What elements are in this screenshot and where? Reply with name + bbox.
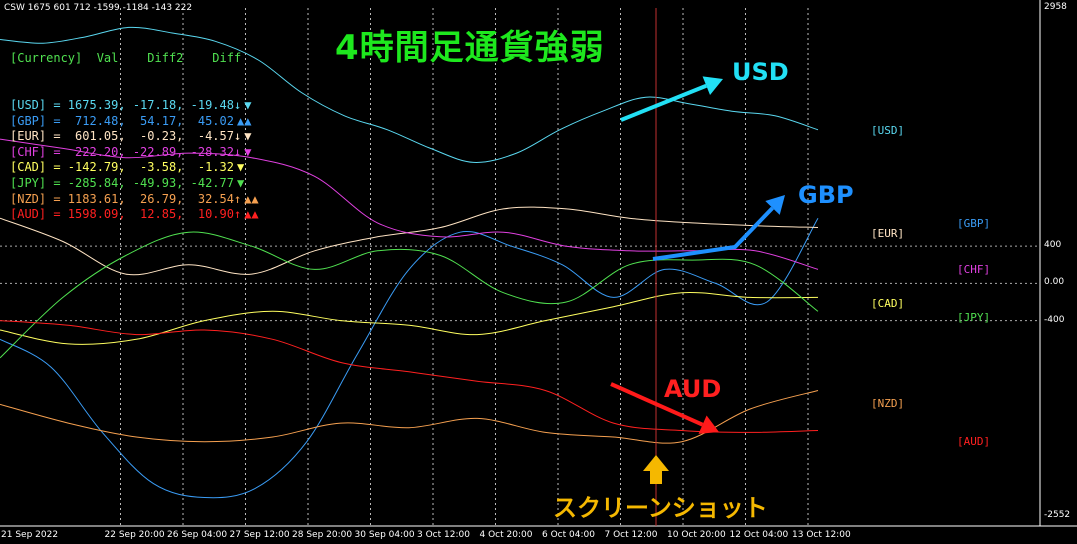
x-tick-label: 27 Sep 12:00 <box>229 530 290 540</box>
x-tick-label: 4 Oct 20:00 <box>479 530 533 540</box>
series-end-label: [GBP] <box>957 217 991 230</box>
overlays <box>610 8 785 526</box>
series-line-aud <box>0 320 819 433</box>
series-line-jpy <box>0 231 819 359</box>
panel-row: [EUR] = 601.05, -0.23, -4.57↓ ▼ <box>10 129 259 145</box>
panel-rows: [USD] = 1675.39, -17.18, -19.48↓ ▼ [GBP] =… <box>10 98 259 223</box>
y-tick-label: 400 <box>1044 240 1062 251</box>
x-tick-label: 7 Oct 12:00 <box>604 530 658 540</box>
series-end-label: [USD] <box>871 124 905 137</box>
screenshot-arrow-icon <box>643 455 669 484</box>
x-tick-label: 22 Sep 20:00 <box>104 530 165 540</box>
panel-row-text: [USD] = 1675.39, -17.18, -19.48↓ <box>10 97 242 112</box>
panel-row-text: [CAD] = -142.79, -3.58, -1.32 <box>10 160 234 175</box>
panel-row-text: [GBP] = 712.48, 54.17, 45.02 <box>10 113 234 128</box>
annotation-aud: AUD <box>664 375 722 403</box>
series-line-eur <box>0 206 819 276</box>
series-end-label: [CAD] <box>871 297 905 310</box>
x-tick-label: 3 Oct 12:00 <box>417 530 470 540</box>
panel-row: [NZD] = 1183.61, 26.79, 32.54↑ ▲▲ <box>10 192 259 208</box>
aud-arrow <box>610 382 719 434</box>
panel-row-text: [JPY] = -285.84, -49.93, -42.77 <box>10 175 234 190</box>
panel-row: [JPY] = -285.84, -49.93, -42.77 ▼ <box>10 176 259 192</box>
panel-row: [AUD] = 1598.09, 12.85, 10.90↑ ▲▲ <box>10 207 259 223</box>
down-triangle-icon: ▼ <box>236 175 245 190</box>
series-end-label: [NZD] <box>871 397 905 410</box>
page-title: 4時間足通貨強弱 <box>335 28 605 68</box>
panel-row: [GBP] = 712.48, 54.17, 45.02 ▲▲ <box>10 114 259 130</box>
panel-row: [CAD] = -142.79, -3.58, -1.32 ▼ <box>10 160 259 176</box>
series-line-nzd <box>0 390 819 444</box>
x-tick-label: 21 Sep 2022 <box>1 530 59 540</box>
down-triangle-icon: ▼ <box>236 160 245 175</box>
panel-row-text: [CHF] = 222.20, -22.89, -28.32↓ <box>10 144 242 159</box>
x-tick-label: 10 Oct 20:00 <box>667 530 726 540</box>
gbp-arrow <box>652 195 785 261</box>
x-tick-label: 26 Sep 04:00 <box>167 530 228 540</box>
annotation-usd: USD <box>732 58 789 86</box>
series-line-chf <box>0 138 819 270</box>
series-line-cad <box>0 291 819 345</box>
series-end-label: [EUR] <box>871 227 905 240</box>
up-triangle-icon: ▲▲ <box>236 113 252 128</box>
x-tick-label: 13 Oct 12:00 <box>792 530 851 540</box>
usd-arrow <box>620 76 723 122</box>
panel-row: [CHF] = 222.20, -22.89, -28.32↓ ▼ <box>10 145 259 161</box>
screenshot-caption: スクリーンショット <box>553 494 768 522</box>
series-line-gbp <box>0 217 819 499</box>
series-end-label: [AUD] <box>957 435 991 448</box>
indicator-header: CSW 1675 601 712 -1599 -1184 -143 222 <box>4 3 193 13</box>
series-end-label: [JPY] <box>957 311 991 324</box>
down-triangle-icon: ▼ <box>244 97 252 112</box>
panel-row-text: [NZD] = 1183.61, 26.79, 32.54↑ <box>10 191 242 206</box>
panel-header: [Currency] Val Diff2 Diff <box>10 51 242 66</box>
down-triangle-icon: ▼ <box>244 144 252 159</box>
down-triangle-icon: ▼ <box>244 129 252 144</box>
y-tick-label: 0.00 <box>1044 277 1065 288</box>
up-triangle-icon: ▲▲ <box>244 207 259 222</box>
panel-row-text: [EUR] = 601.05, -0.23, -4.57↓ <box>10 129 242 144</box>
y-tick-label: 2958 <box>1044 2 1067 12</box>
series-line-usd <box>0 26 819 163</box>
up-triangle-icon: ▲▲ <box>244 191 259 206</box>
y-tick-label: -2552 <box>1044 510 1071 520</box>
x-tick-label: 28 Sep 20:00 <box>292 530 353 540</box>
panel-row-text: [AUD] = 1598.09, 12.85, 10.90↑ <box>10 207 242 222</box>
annotation-gbp: GBP <box>798 181 854 209</box>
x-tick-label: 30 Sep 04:00 <box>354 530 415 540</box>
currency-panel: [Currency] Val Diff2 Diff [USD] = 1675.3… <box>10 20 259 254</box>
panel-row: [USD] = 1675.39, -17.18, -19.48↓ ▼ <box>10 98 259 114</box>
series-end-label: [CHF] <box>957 263 991 276</box>
x-tick-label: 12 Oct 04:00 <box>729 530 789 540</box>
series-lines <box>0 26 819 499</box>
y-tick-label: -400 <box>1044 314 1065 325</box>
x-tick-label: 6 Oct 04:00 <box>542 530 595 540</box>
